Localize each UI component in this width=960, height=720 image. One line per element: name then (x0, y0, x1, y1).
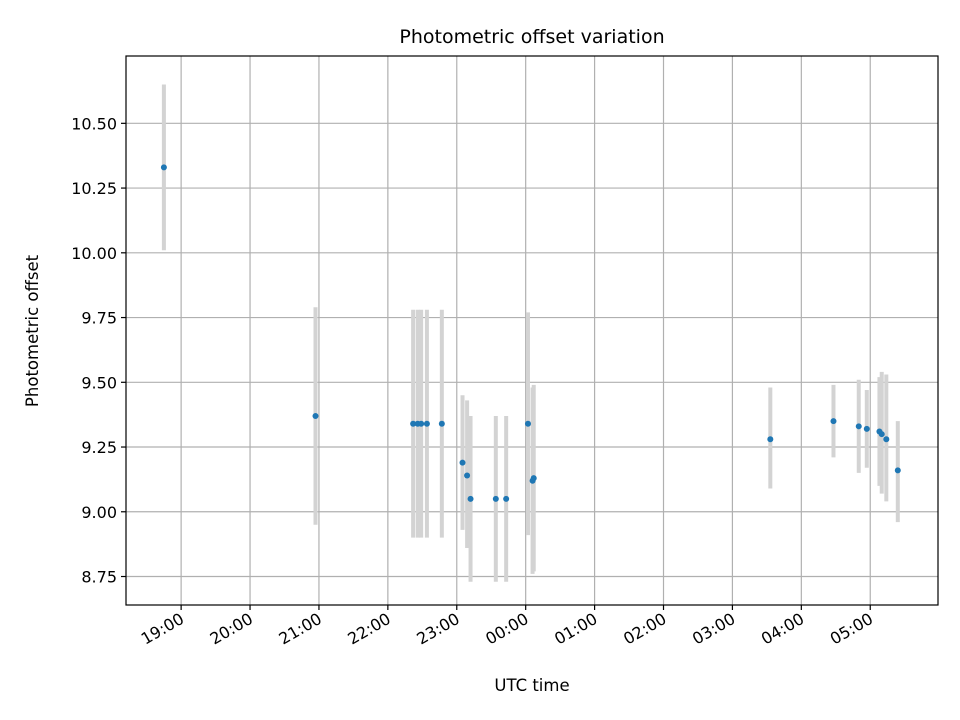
data-point (503, 495, 510, 502)
data-point (883, 436, 890, 443)
data-point (855, 423, 862, 430)
y-axis-label: Photometric offset (23, 254, 42, 407)
x-tick-label: 02:00 (620, 609, 669, 649)
data-point (524, 420, 531, 427)
data-point (863, 425, 870, 432)
x-tick-label: 20:00 (207, 609, 256, 649)
data-points (160, 164, 901, 502)
data-point (767, 436, 774, 443)
y-tick-label: 9.75 (81, 309, 117, 328)
data-point (878, 431, 885, 438)
data-point (410, 420, 417, 427)
error-bars (161, 84, 900, 582)
data-point (312, 412, 319, 419)
y-tick-label: 10.00 (71, 244, 117, 263)
axis-ticks: 19:00 20:00 21:00 22:00 23:00 00:00 01:00 02:00… (71, 114, 876, 648)
y-tick-label: 10.25 (71, 179, 117, 198)
y-tick-label: 8.75 (81, 568, 117, 587)
y-tick-label: 10.50 (71, 114, 117, 133)
x-tick-label: 00:00 (482, 609, 531, 649)
data-point (160, 164, 167, 171)
data-point (438, 420, 445, 427)
x-tick-label: 22:00 (344, 609, 393, 649)
data-point (492, 495, 499, 502)
data-point (418, 420, 425, 427)
x-tick-label: 23:00 (413, 609, 462, 649)
data-point (830, 418, 837, 425)
data-point (530, 475, 537, 482)
data-point (423, 420, 430, 427)
y-tick-label: 9.50 (81, 373, 117, 392)
y-tick-label: 9.00 (81, 503, 117, 522)
x-axis-label: UTC time (494, 676, 569, 695)
x-tick-label: 19:00 (138, 609, 187, 649)
data-point (894, 467, 901, 474)
data-point (464, 472, 471, 479)
y-tick-label: 9.25 (81, 438, 117, 457)
x-tick-label: 04:00 (758, 609, 807, 649)
x-tick-label: 01:00 (551, 609, 600, 649)
data-point (459, 459, 466, 466)
x-tick-label: 03:00 (689, 609, 738, 649)
data-point (467, 495, 474, 502)
chart-title: Photometric offset variation (399, 26, 664, 48)
x-tick-label: 05:00 (827, 609, 876, 649)
x-tick-label: 21:00 (276, 609, 325, 649)
plot-frame (125, 55, 939, 606)
